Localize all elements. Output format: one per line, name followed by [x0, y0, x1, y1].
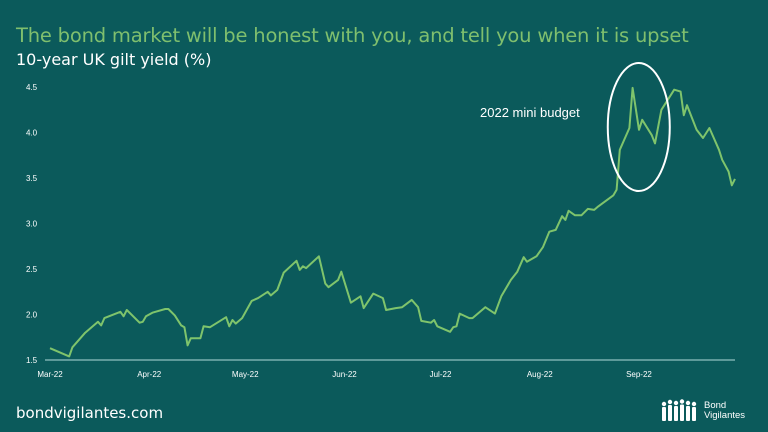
- people-logo-icon: [661, 399, 697, 421]
- series-line-gilt-yield: [49, 86, 736, 358]
- y-tick-label: 2.5: [26, 265, 38, 274]
- chart-title: The bond market will be honest with you,…: [16, 24, 689, 47]
- x-tick-label: Sep-22: [626, 370, 652, 379]
- chart-subtitle: 10-year UK gilt yield (%): [16, 50, 212, 69]
- y-tick-label: 4.0: [26, 129, 38, 138]
- logo-text-bond: Bond: [704, 400, 727, 411]
- y-tick-label: 3.0: [26, 220, 38, 229]
- x-tick-label: Jun-22: [332, 370, 357, 379]
- y-tick-label: 3.5: [26, 174, 38, 183]
- y-tick-label: 1.5: [26, 356, 38, 365]
- annotation-label: 2022 mini budget: [480, 105, 580, 120]
- x-tick-label: Aug-22: [527, 370, 553, 379]
- bond-vigilantes-logo: Bond Vigilantes: [660, 398, 745, 424]
- y-axis: 1.5 2.0 2.5 3.0 3.5 4.0 4.5: [26, 83, 38, 365]
- x-axis: Mar-22 Apr-22 May-22 Jun-22 Jul-22 Aug-22 Sep-…: [37, 370, 652, 379]
- x-tick-label: Apr-22: [137, 370, 162, 379]
- logo-text-vigilantes: Vigilantes: [704, 410, 746, 421]
- y-tick-label: 2.0: [26, 311, 38, 320]
- x-tick-label: Mar-22: [37, 370, 63, 379]
- annotation-ellipse: [606, 62, 671, 192]
- x-tick-label: Jul-22: [430, 370, 452, 379]
- y-tick-label: 4.5: [26, 83, 38, 92]
- x-tick-label: May-22: [232, 370, 259, 379]
- footer-site-link[interactable]: bondvigilantes.com: [16, 404, 164, 422]
